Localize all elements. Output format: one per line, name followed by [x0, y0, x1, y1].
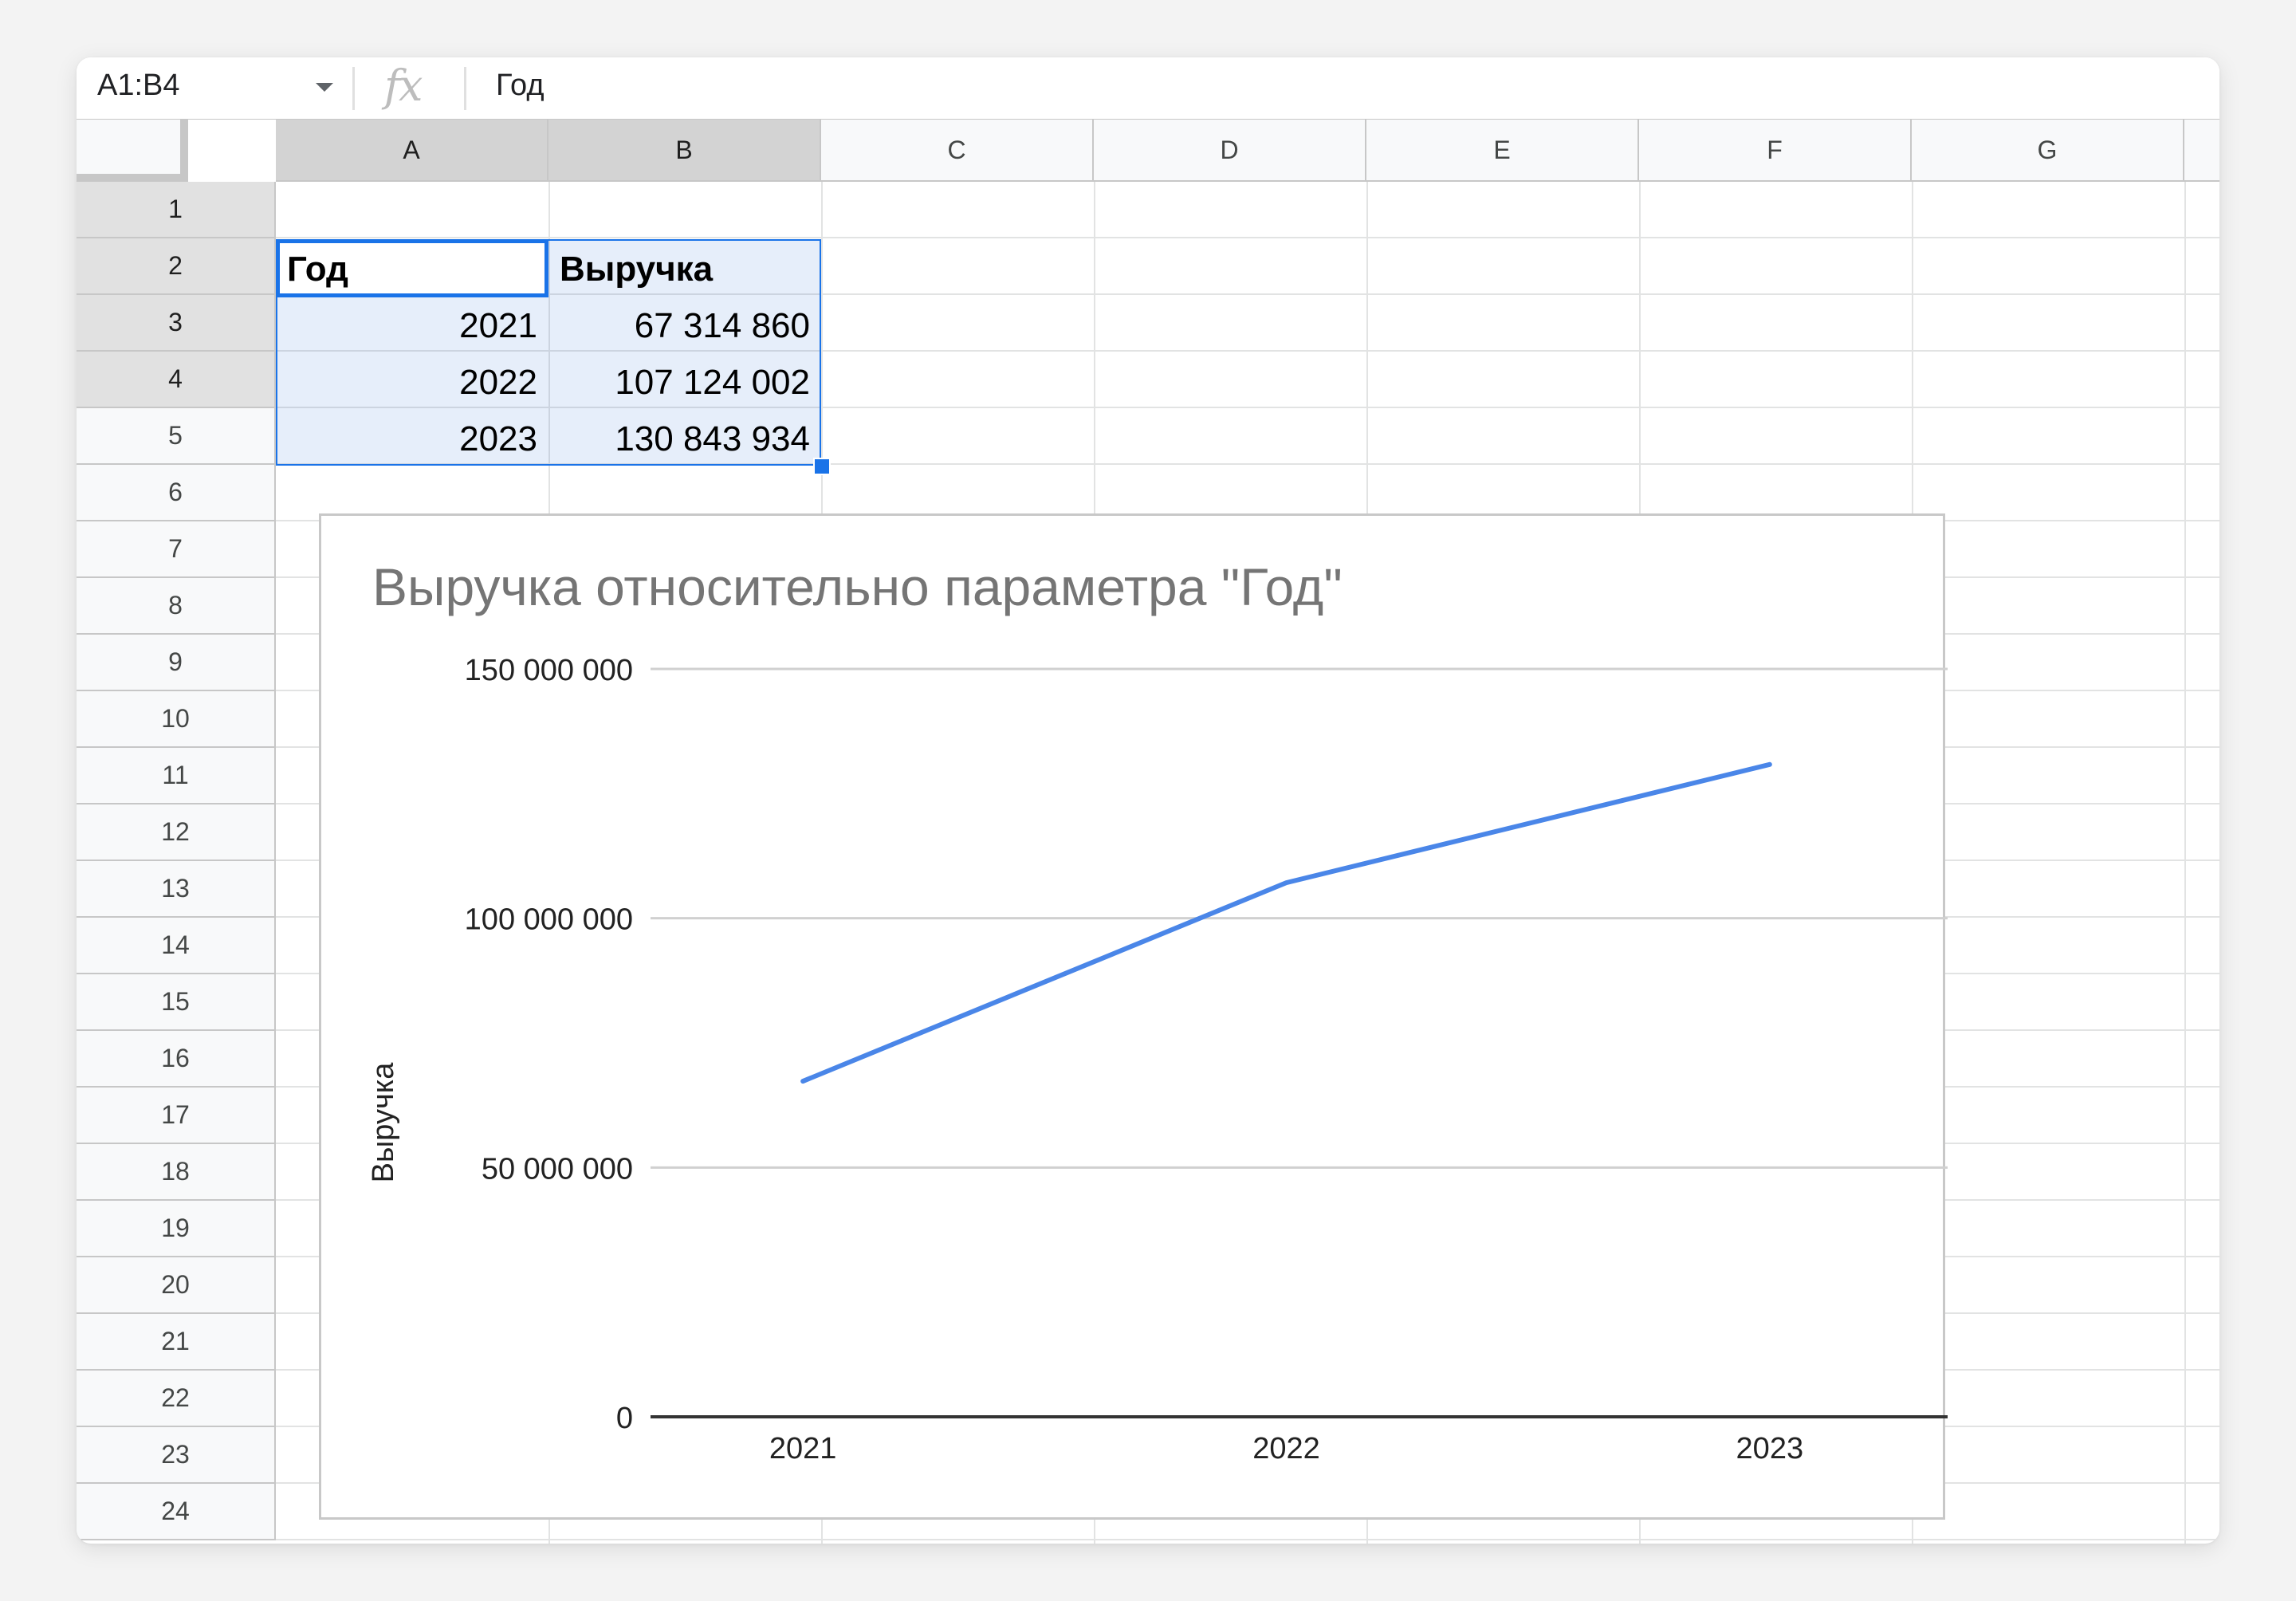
row-header-17[interactable]: 17 — [77, 1088, 276, 1144]
row-header-1[interactable]: 1 — [77, 182, 276, 238]
row-header-23[interactable]: 23 — [77, 1427, 276, 1484]
row-header-15[interactable]: 15 — [77, 974, 276, 1031]
gridline — [2184, 182, 2186, 1544]
row-header-7[interactable]: 7 — [77, 521, 276, 578]
formula-input[interactable]: Год — [496, 69, 545, 102]
row-header-3[interactable]: 3 — [77, 295, 276, 352]
column-header-e[interactable]: E — [1366, 120, 1639, 182]
formula-bar-divider — [352, 67, 355, 110]
gridline — [276, 237, 2219, 238]
gridline — [276, 1539, 2219, 1540]
column-header-c[interactable]: C — [821, 120, 1094, 182]
gridline — [276, 293, 2219, 295]
cell-grid: A B C D E F G 1 2 3 4 5 6 7 8 9 10 11 12 13 14 15 16 17 1… — [77, 120, 2219, 1544]
row-header-10[interactable]: 10 — [77, 691, 276, 748]
x-tick-label: 2022 — [1252, 1432, 1320, 1465]
series-line — [800, 761, 1772, 1084]
row-header-4[interactable]: 4 — [77, 352, 276, 408]
select-all-corner[interactable] — [77, 120, 188, 182]
row-header-14[interactable]: 14 — [77, 918, 276, 974]
embedded-chart[interactable]: Выручка относительно параметра "Год" 0 50 … — [319, 513, 1948, 1520]
gridline — [276, 463, 2219, 465]
formula-bar-divider — [464, 67, 466, 110]
formula-bar: A1:B4 fx Год — [77, 57, 2219, 120]
cell-b3[interactable]: 107 124 002 — [615, 362, 810, 402]
cell-b2[interactable]: 67 314 860 — [634, 305, 810, 345]
row-header-24[interactable]: 24 — [77, 1484, 276, 1540]
row-header-21[interactable]: 21 — [77, 1314, 276, 1371]
row-header-9[interactable]: 9 — [77, 635, 276, 691]
column-header-d[interactable]: D — [1094, 120, 1366, 182]
y-axis-label: Выручка — [367, 1062, 400, 1183]
cell-a2[interactable]: 2021 — [459, 305, 537, 345]
row-header-8[interactable]: 8 — [77, 578, 276, 635]
row-header-18[interactable]: 18 — [77, 1144, 276, 1201]
row-header-16[interactable]: 16 — [77, 1031, 276, 1088]
row-header-20[interactable]: 20 — [77, 1257, 276, 1314]
y-tick-label: 0 — [616, 1402, 633, 1435]
column-header-g[interactable]: G — [1912, 120, 2184, 182]
cell-a4[interactable]: 2023 — [459, 419, 537, 458]
row-header-5[interactable]: 5 — [77, 408, 276, 465]
chevron-down-icon[interactable] — [316, 83, 333, 92]
cell-a1[interactable]: Год — [287, 249, 348, 289]
row-header-19[interactable]: 19 — [77, 1201, 276, 1257]
fill-handle[interactable] — [813, 458, 831, 475]
x-tick-label: 2021 — [769, 1432, 837, 1465]
row-header-12[interactable]: 12 — [77, 804, 276, 861]
spreadsheet-window: A1:B4 fx Год A B C D E F G 1 2 3 4 5 6 7 8 9 10 11… — [77, 57, 2219, 1544]
name-box-value[interactable]: A1:B4 — [97, 69, 180, 102]
chart-canvas: Выручка относительно параметра "Год" 0 50 … — [367, 557, 1948, 1465]
x-tick-label: 2023 — [1736, 1432, 1804, 1465]
column-header-f[interactable]: F — [1639, 120, 1912, 182]
column-header-a[interactable]: A — [276, 120, 548, 182]
column-header-b[interactable]: B — [548, 120, 821, 182]
gridline — [276, 407, 2219, 408]
active-cell[interactable] — [276, 239, 548, 297]
chart-title: Выручка относительно параметра "Год" — [372, 557, 1343, 616]
column-header-partial[interactable] — [2184, 120, 2219, 182]
row-header-22[interactable]: 22 — [77, 1371, 276, 1427]
y-tick-label: 50 000 000 — [482, 1152, 633, 1186]
cell-b1[interactable]: Выручка — [560, 249, 714, 289]
y-tick-label: 150 000 000 — [465, 654, 633, 687]
row-header-13[interactable]: 13 — [77, 861, 276, 918]
row-header-6[interactable]: 6 — [77, 465, 276, 521]
row-header-2[interactable]: 2 — [77, 238, 276, 295]
cell-b4[interactable]: 130 843 934 — [615, 419, 810, 458]
function-icon: fx — [384, 61, 423, 111]
y-tick-label: 100 000 000 — [465, 903, 633, 937]
gridline — [276, 350, 2219, 352]
cell-a3[interactable]: 2022 — [459, 362, 537, 402]
name-box[interactable]: A1:B4 — [77, 57, 352, 119]
row-header-11[interactable]: 11 — [77, 748, 276, 804]
